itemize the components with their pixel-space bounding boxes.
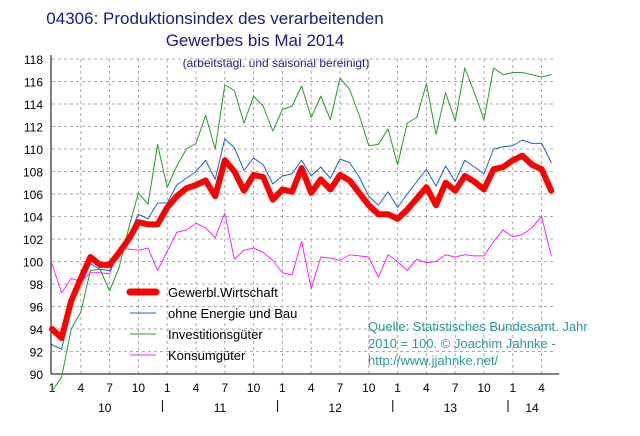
- year-label: 11: [214, 401, 227, 415]
- y-tick-label: 104: [23, 211, 43, 225]
- legend-label: Investitionsgüter: [168, 327, 263, 342]
- chart-title-line1: 04306: Produktionsindex des verarbeitend…: [46, 9, 383, 28]
- x-tick-label: 10: [132, 381, 146, 395]
- legend-label: Gewerbl.Wirtschaft: [168, 285, 278, 300]
- x-tick-label: 1: [509, 381, 516, 395]
- chart-subtitle: (arbeitstägl. und saisonal bereinigt): [183, 56, 370, 70]
- y-tick-label: 114: [24, 98, 43, 112]
- y-tick-label: 110: [24, 143, 43, 157]
- y-tick-label: 112: [24, 121, 43, 135]
- year-label: 13: [444, 401, 458, 415]
- x-tick-label: 1: [164, 381, 171, 395]
- y-tick-label: 94: [30, 323, 44, 337]
- y-tick-label: 100: [23, 256, 43, 270]
- legend-label: Konsumgüter: [168, 348, 246, 363]
- y-tick-label: 118: [24, 53, 43, 67]
- series-line-konsumg-ter: [51, 212, 552, 294]
- year-label: 10: [98, 401, 112, 415]
- chart-title-line2: Gewerbes bis Mai 2014: [166, 31, 345, 50]
- series-line-gewerbl-wirtschaft: [49, 152, 555, 341]
- source-line3: http://www.jjahnke.net/: [368, 353, 498, 368]
- x-tick-label: 1: [394, 381, 401, 395]
- source-line1: Quelle: Statistisches Bundesamt. Jahr: [368, 319, 588, 334]
- y-tick-label: 102: [23, 233, 43, 247]
- legend-label: ohne Energie und Bau: [168, 306, 297, 321]
- x-tick-label: 10: [247, 381, 261, 395]
- y-tick-label: 116: [24, 76, 43, 90]
- y-tick-label: 92: [30, 346, 44, 360]
- x-tick-label: 1: [49, 381, 56, 395]
- year-label: 14: [525, 401, 539, 415]
- x-tick-label: 4: [193, 381, 200, 395]
- y-tick-label: 96: [30, 301, 44, 315]
- y-tick-label: 108: [23, 166, 43, 180]
- x-tick-label: 7: [106, 381, 113, 395]
- x-tick-label: 4: [308, 381, 315, 395]
- x-tick-label: 4: [77, 381, 84, 395]
- series-line-investitionsg-ter: [51, 67, 552, 392]
- x-tick-label: 7: [221, 381, 228, 395]
- x-tick-label: 10: [477, 381, 491, 395]
- x-tick-label: 10: [362, 381, 376, 395]
- x-tick-label: 4: [538, 381, 545, 395]
- source-line2: 2010 = 100. © Joachim Jahnke -: [368, 336, 556, 351]
- y-tick-label: 106: [23, 188, 43, 202]
- series-line-ohne-energie-und-bau: [51, 138, 552, 350]
- x-tick-label: 1: [279, 381, 286, 395]
- y-tick-label: 98: [30, 278, 44, 292]
- x-tick-label: 7: [337, 381, 344, 395]
- y-tick-label: 90: [30, 368, 44, 382]
- x-tick-label: 4: [423, 381, 430, 395]
- year-label: 12: [329, 401, 343, 415]
- x-tick-label: 7: [452, 381, 459, 395]
